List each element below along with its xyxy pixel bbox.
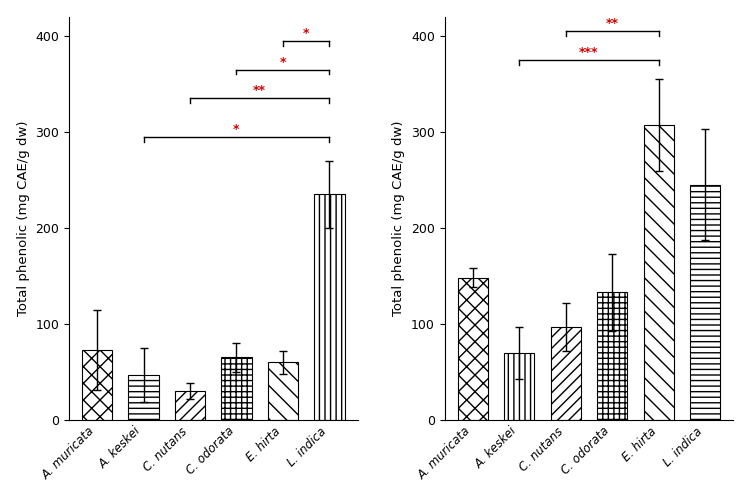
Y-axis label: Total phenolic (mg CAE/g dw): Total phenolic (mg CAE/g dw) <box>16 121 30 316</box>
Bar <box>175 391 205 420</box>
Bar <box>221 357 251 420</box>
Bar <box>597 292 627 420</box>
Bar <box>690 185 720 420</box>
Text: ***: *** <box>579 46 598 59</box>
Bar <box>82 350 112 420</box>
Bar <box>550 327 580 420</box>
Text: **: ** <box>254 84 266 97</box>
Bar <box>314 195 344 420</box>
Bar <box>458 278 488 420</box>
Y-axis label: Total phenolic (mg CAE/g dw): Total phenolic (mg CAE/g dw) <box>392 121 405 316</box>
Text: *: * <box>233 123 240 136</box>
Text: *: * <box>303 27 310 40</box>
Bar <box>268 362 298 420</box>
Text: **: ** <box>606 17 619 30</box>
Bar <box>128 375 159 420</box>
Bar <box>644 125 674 420</box>
Bar <box>504 353 534 420</box>
Text: *: * <box>280 56 286 69</box>
